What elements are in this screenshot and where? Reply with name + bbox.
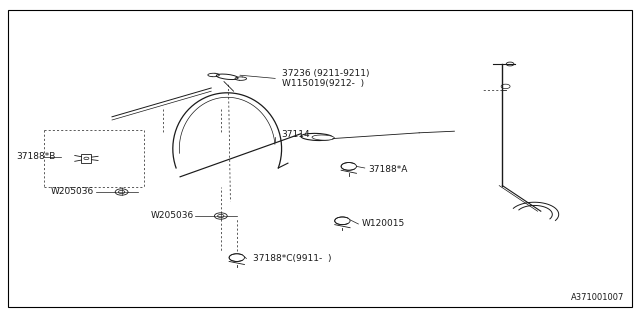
Circle shape [214,213,227,219]
Text: 37114: 37114 [282,130,310,139]
Text: A371001007: A371001007 [571,293,624,302]
Ellipse shape [301,133,333,140]
Text: W115019(9212-  ): W115019(9212- ) [282,79,364,88]
Text: W205036: W205036 [150,212,194,220]
Ellipse shape [312,135,334,140]
Circle shape [218,214,224,218]
Text: W120015: W120015 [362,220,405,228]
Circle shape [506,62,514,66]
Circle shape [501,84,510,89]
Circle shape [118,190,125,194]
Circle shape [115,189,128,195]
Text: 37188*B: 37188*B [16,152,56,161]
Circle shape [335,217,350,225]
Text: W205036: W205036 [51,188,95,196]
Circle shape [229,254,244,261]
Text: 37188*A: 37188*A [368,165,408,174]
Text: 37188*C(9911-  ): 37188*C(9911- ) [253,254,332,263]
Text: 37236 (9211-9211): 37236 (9211-9211) [282,69,369,78]
Ellipse shape [216,74,238,80]
Circle shape [341,163,356,170]
Bar [81,154,92,163]
Circle shape [84,157,89,160]
